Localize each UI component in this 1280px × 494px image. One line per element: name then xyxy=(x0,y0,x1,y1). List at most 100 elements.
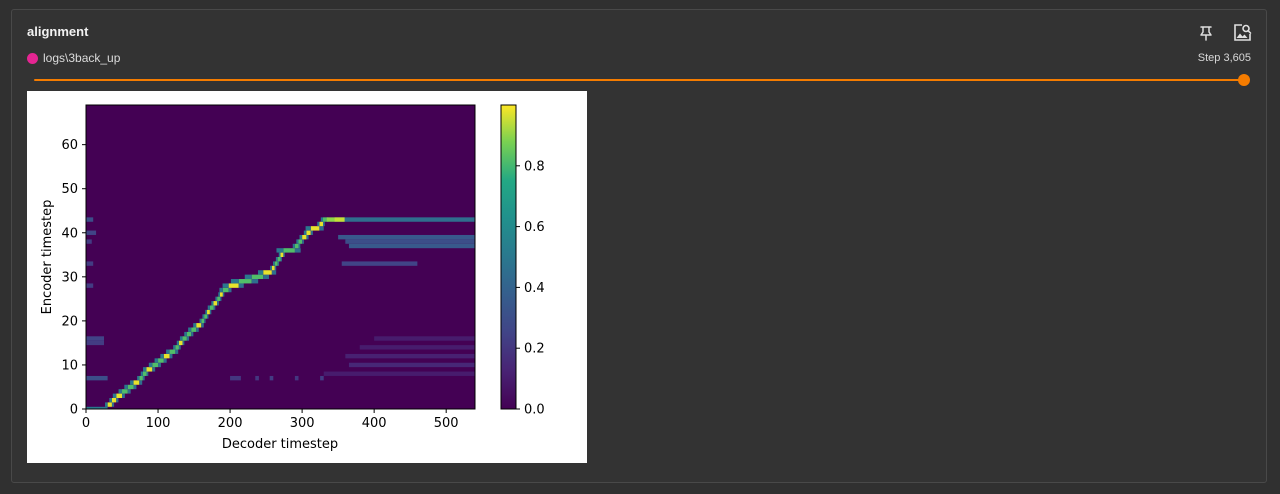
alignment-path-halo xyxy=(130,380,134,385)
x-tick-label: 500 xyxy=(434,416,459,431)
colorbar-tick-label: 0.6 xyxy=(524,220,545,235)
alignment-path-halo xyxy=(219,296,222,302)
alignment-path-halo xyxy=(112,393,117,398)
heatmap-faint-band xyxy=(320,375,324,381)
y-axis: 0 10 20 30 40 50 60 xyxy=(61,138,86,418)
alignment-path-halo xyxy=(317,221,320,227)
alignment-path-halo xyxy=(263,274,269,280)
alignment-path-halo xyxy=(303,230,307,235)
colorbar-frame xyxy=(500,104,517,410)
x-tick-label: 200 xyxy=(218,416,243,431)
step-slider-track[interactable] xyxy=(34,79,1244,81)
step-slider[interactable] xyxy=(34,72,1250,88)
heatmap-faint-band xyxy=(86,375,108,381)
alignment-path-halo xyxy=(298,243,301,249)
alignment-path-halo xyxy=(166,349,170,354)
alignment-path-halo xyxy=(143,367,147,372)
alignment-path-halo xyxy=(191,331,194,337)
alignment-heatmap: 0 100 200 300 400 500 0 10 20 30 40 50 60 Decoder t… xyxy=(40,104,545,452)
alignment-path-cell xyxy=(186,331,192,337)
alignment-path-cell xyxy=(306,230,311,235)
alignment-path-cell xyxy=(204,314,208,319)
heatmap-faint-band xyxy=(255,375,259,381)
x-tick-label: 300 xyxy=(290,416,315,431)
alignment-path-halo xyxy=(158,362,161,368)
alignment-path-halo xyxy=(299,234,303,240)
alignment-path-cell xyxy=(213,301,218,306)
x-tick-label: 400 xyxy=(362,416,387,431)
alignment-path-halo xyxy=(319,226,324,231)
alignment-path-halo xyxy=(118,389,123,394)
alignment-path-cell xyxy=(133,380,140,385)
alignment-path-cell xyxy=(222,287,229,293)
alignment-path-cell xyxy=(294,243,299,249)
alignment-path-halo xyxy=(230,279,239,284)
alignment-path-halo xyxy=(280,257,282,262)
image-search-button[interactable] xyxy=(1231,22,1253,44)
alignment-path-halo xyxy=(154,358,159,363)
heatmap-faint-band xyxy=(86,261,94,266)
heatmap-faint-band xyxy=(86,336,105,341)
step-label: Step 3,605 xyxy=(1197,52,1251,64)
alignment-path-cell xyxy=(142,371,147,376)
colorbar-tick-label: 0.2 xyxy=(524,342,545,357)
heatmap-trailing-band xyxy=(345,239,475,244)
alignment-path-halo xyxy=(205,309,208,315)
alignment-path-cell xyxy=(310,226,320,231)
alignment-path-halo xyxy=(310,230,313,235)
alignment-path-halo xyxy=(213,305,216,310)
alignment-path-halo xyxy=(273,261,275,266)
alignment-path-cell xyxy=(146,367,153,372)
alignment-path-cell xyxy=(158,358,164,363)
alignment-path-cell xyxy=(319,221,323,227)
card-title: alignment xyxy=(27,24,89,39)
y-tick-label: 30 xyxy=(61,270,78,285)
step-slider-thumb[interactable] xyxy=(1238,74,1250,86)
pin-button[interactable] xyxy=(1195,22,1217,44)
y-tick-label: 20 xyxy=(61,314,78,329)
heatmap-faint-band xyxy=(86,217,94,222)
heatmap-faint-band xyxy=(359,345,475,350)
alignment-path-halo xyxy=(116,397,119,403)
alignment-path-cell xyxy=(207,309,210,315)
heatmap-trailing-band xyxy=(338,234,475,240)
y-tick-label: 60 xyxy=(61,138,78,153)
alignment-path-halo xyxy=(222,283,229,288)
alignment-path-halo xyxy=(228,287,232,293)
alignment-path-halo xyxy=(204,318,206,324)
alignment-path-halo xyxy=(196,327,199,332)
alignment-path-halo xyxy=(251,279,259,284)
colorbar-tick-label: 0.4 xyxy=(524,281,545,296)
alignment-path-cell xyxy=(122,389,128,394)
alignment-path-halo xyxy=(278,252,281,257)
run-color-dot xyxy=(27,52,38,64)
alignment-path-halo xyxy=(271,270,277,275)
alignment-path-halo xyxy=(305,226,311,231)
alignment-path-cell xyxy=(323,217,327,222)
y-tick-label: 10 xyxy=(61,358,78,373)
alignment-path-halo xyxy=(296,239,299,244)
alignment-path-halo xyxy=(276,248,284,253)
colorbar-axis: 0.0 0.2 0.4 0.6 0.8 xyxy=(516,159,545,418)
alignment-path-halo xyxy=(109,397,112,403)
alignment-path-cell xyxy=(107,402,112,407)
alignment-path-halo xyxy=(111,402,115,407)
alignment-path-halo xyxy=(292,243,295,249)
y-tick-label: 0 xyxy=(70,403,78,418)
alignment-path-halo xyxy=(306,234,309,240)
alignment-path-halo xyxy=(320,217,323,222)
alignment-path-cell xyxy=(127,384,134,390)
alignment-path-halo xyxy=(294,248,301,253)
alignment-path-cell xyxy=(163,353,170,359)
colorbar-tick-label: 0.8 xyxy=(524,159,545,174)
heatmap-faint-band xyxy=(230,375,241,381)
y-tick-label: 50 xyxy=(61,182,78,197)
alignment-path-halo xyxy=(105,402,108,407)
alignment-path-halo xyxy=(201,323,204,328)
alignment-path-cell xyxy=(263,270,272,275)
alignment-path-cell xyxy=(238,279,252,284)
alignment-path-halo xyxy=(202,314,205,319)
alignment-path-halo xyxy=(122,393,125,398)
alignment-path-halo xyxy=(178,345,181,350)
heatmap-faint-band xyxy=(86,230,97,235)
